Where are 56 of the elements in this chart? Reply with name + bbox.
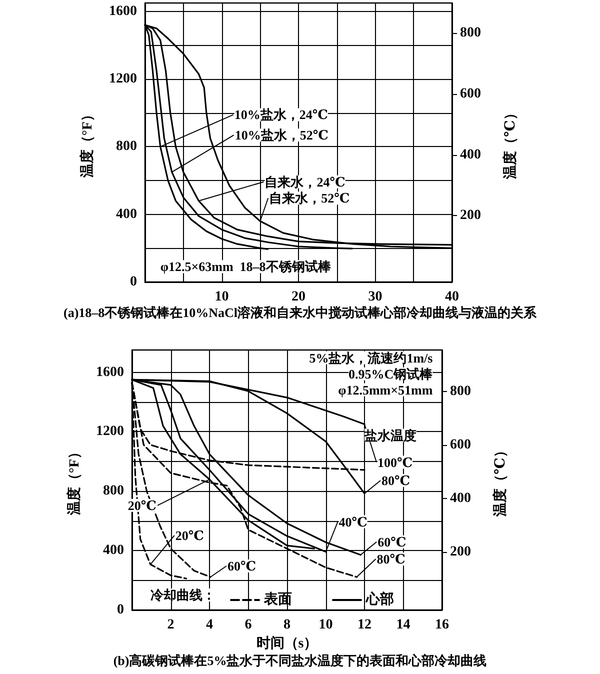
y2-tick-label: 400 xyxy=(450,490,471,506)
annotation: 60℃ xyxy=(227,558,256,574)
y2-tick-label: 400 xyxy=(460,147,481,162)
annotation: 20℃ xyxy=(128,498,156,513)
x-tick-label: 20 xyxy=(292,290,306,304)
annotation: 盐水温度 xyxy=(364,428,416,443)
x-tick-label: 10 xyxy=(318,618,333,632)
legend-title: 冷却曲线： xyxy=(150,588,216,602)
y-tick-label: 0 xyxy=(117,602,124,618)
x-axis-title: 时间（s） xyxy=(256,636,318,652)
x-tick-label: 40 xyxy=(445,290,459,304)
annotation: 100℃ xyxy=(378,454,413,470)
annotation: 80℃ xyxy=(382,473,410,488)
x-tick-label: 6 xyxy=(244,618,252,632)
y-tick-label: 800 xyxy=(116,139,137,154)
y-tick-label: 0 xyxy=(130,274,137,290)
y2-axis-title: 温度（℃） xyxy=(502,106,518,180)
y-axis-title: 温度（°F） xyxy=(78,107,96,179)
annotation: 20℃ xyxy=(175,528,204,543)
annotation: 5%盐水，流速约1m/s xyxy=(309,350,433,366)
y2-axis-title: 温度（℃） xyxy=(492,444,508,518)
y2-tick-label: 200 xyxy=(460,208,481,224)
x-tick-label: 4 xyxy=(206,618,213,632)
y2-tick-label: 800 xyxy=(450,384,471,399)
y-tick-label: 800 xyxy=(103,484,124,499)
text: (a)18–8不锈钢试棒在10%NaCl溶液和自来水中搅动试棒心部冷却曲线与液温的关系 xyxy=(63,305,538,320)
y2-tick-label: 600 xyxy=(450,437,471,452)
y-tick-label: 1600 xyxy=(109,4,137,19)
annotation: 0.95%C钢试棒 xyxy=(348,366,434,382)
y2-tick-label: 200 xyxy=(450,544,471,560)
annotation: 80℃ xyxy=(376,552,406,567)
y-axis-title: 温度（°F） xyxy=(66,444,82,516)
x-tick-label: 8 xyxy=(284,618,290,632)
x-tick-label: 12 xyxy=(358,618,372,632)
legend-label: 心部 xyxy=(365,590,394,608)
x-tick-label: 16 xyxy=(435,618,449,632)
x-tick-label: 30 xyxy=(368,290,382,304)
y-tick-label: 400 xyxy=(116,206,137,222)
x-tick-label: 14 xyxy=(396,618,410,632)
y-tick-label: 1200 xyxy=(96,424,124,440)
y-tick-label: 1600 xyxy=(96,364,124,380)
y-tick-label: 400 xyxy=(103,543,124,558)
annotation: φ12.5mm×51mm xyxy=(338,382,433,398)
y2-tick-label: 600 xyxy=(460,86,481,102)
annotation: 10%盐水，52℃ xyxy=(234,128,328,143)
annotation: φ12.5×63mm 18–8不锈钢试棒 xyxy=(160,259,332,274)
annotation: 60℃ xyxy=(378,534,406,550)
y2-tick-label: 800 xyxy=(460,26,481,41)
annotation: 10%盐水，24℃ xyxy=(234,107,328,122)
x-tick-label: 2 xyxy=(167,618,174,632)
text: (b)高碳钢试棒在5%盐水于不同盐水温度下的表面和心部冷却曲线 xyxy=(113,653,487,668)
x-tick-label: 10 xyxy=(214,290,229,304)
annotation: 40℃ xyxy=(338,514,368,530)
annotation: 自来水，52℃ xyxy=(269,190,350,206)
y-tick-label: 1200 xyxy=(109,72,137,87)
annotation: 自来水，24℃ xyxy=(264,174,346,190)
